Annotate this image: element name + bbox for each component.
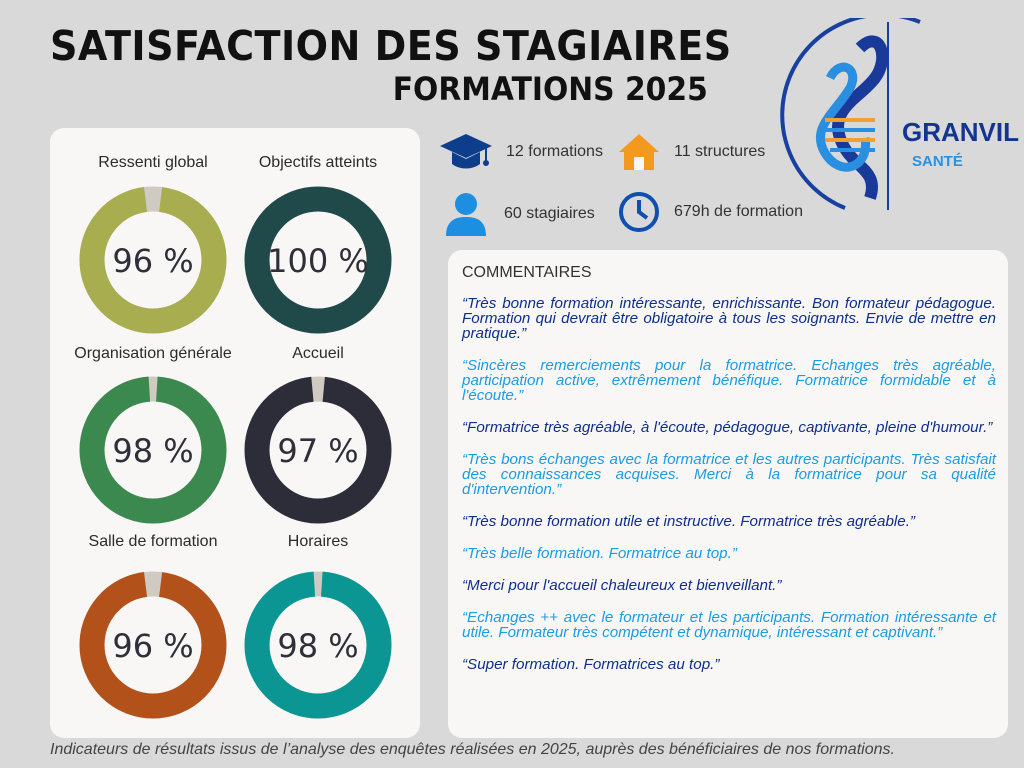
donut-value-label: 96 % [112, 242, 193, 280]
donut-label: Ressenti global [98, 154, 208, 171]
comment: “Sincères remerciements pour la formatri… [462, 357, 996, 404]
comment: “Echanges ++ avec le formateur et les pa… [462, 609, 996, 641]
donut-chart: 100 % [244, 186, 392, 334]
stat-label: 60 stagiaires [504, 205, 595, 222]
donut-value-label: 98 % [277, 627, 358, 665]
donut-value-label: 100 % [267, 242, 369, 280]
svg-text:GRANVILLE: GRANVILLE [902, 117, 1020, 147]
donut-slice [244, 571, 392, 719]
graduation-cap-icon [440, 134, 492, 169]
donut-label: Accueil [292, 345, 344, 362]
stat-structures: 11 structures [618, 132, 765, 172]
donut-chart: 98 % [79, 376, 227, 524]
clock-icon [619, 192, 659, 232]
logo: GRANVILLE SANTÉ [770, 12, 1024, 223]
person-icon [446, 193, 486, 236]
donut-value-label: 96 % [112, 627, 193, 665]
comments-panel: COMMENTAIRES “Très bonne formation intér… [448, 250, 1008, 738]
stat-formations: 12 formations [440, 132, 603, 172]
donut-label: Horaires [287, 533, 349, 550]
donut-slice [79, 376, 227, 524]
donut-label: Organisation générale [74, 345, 232, 362]
donut-label: Salle de formation [88, 533, 218, 550]
donut-value-label: 97 % [277, 432, 358, 470]
donut-chart: 98 % [244, 571, 392, 719]
footer-note: Indicateurs de résultats issus de l’anal… [50, 741, 895, 758]
stat-stagiaires: 60 stagiaires [442, 192, 595, 236]
comment: “Formatrice très agréable, à l'écoute, p… [462, 419, 993, 436]
donut-label: Objectifs atteints [258, 154, 378, 171]
stat-label: 12 formations [506, 143, 603, 160]
comment: “Très bonne formation utile et instructi… [462, 513, 915, 530]
donut-chart: 97 % [244, 376, 392, 524]
donut-panel: Ressenti global 96 % Objectifs atteints 100… [50, 128, 420, 738]
comment: “Très bonne formation intéressante, enri… [462, 295, 996, 342]
comment: “Super formation. Formatrices au top.” [462, 656, 720, 673]
donut-slice [79, 571, 227, 719]
comments-title: COMMENTAIRES [462, 264, 592, 281]
donut-slice [244, 376, 392, 524]
donut-slice [244, 186, 392, 334]
donut-chart: 96 % [79, 571, 227, 719]
stat-label: 679h de formation [674, 203, 803, 220]
comment: “Très bons échanges avec la formatrice e… [462, 451, 996, 498]
seahorse-dna-logo-icon: GRANVILLE SANTÉ [780, 12, 1024, 210]
donut-value-label: 98 % [112, 432, 193, 470]
svg-text:SANTÉ: SANTÉ [912, 153, 963, 170]
page-title: SATISFACTION DES STAGIAIRES [50, 22, 732, 70]
donut-slice [79, 186, 227, 334]
comment: “Merci pour l'accueil chaleureux et bien… [462, 577, 782, 594]
house-icon [619, 134, 659, 170]
page-subtitle: FORMATIONS 2025 [392, 70, 708, 108]
donut-chart: 96 % [79, 186, 227, 334]
stat-heures: 679h de formation [618, 190, 803, 234]
comment: “Très belle formation. Formatrice au top… [462, 545, 737, 562]
stat-label: 11 structures [674, 143, 766, 160]
